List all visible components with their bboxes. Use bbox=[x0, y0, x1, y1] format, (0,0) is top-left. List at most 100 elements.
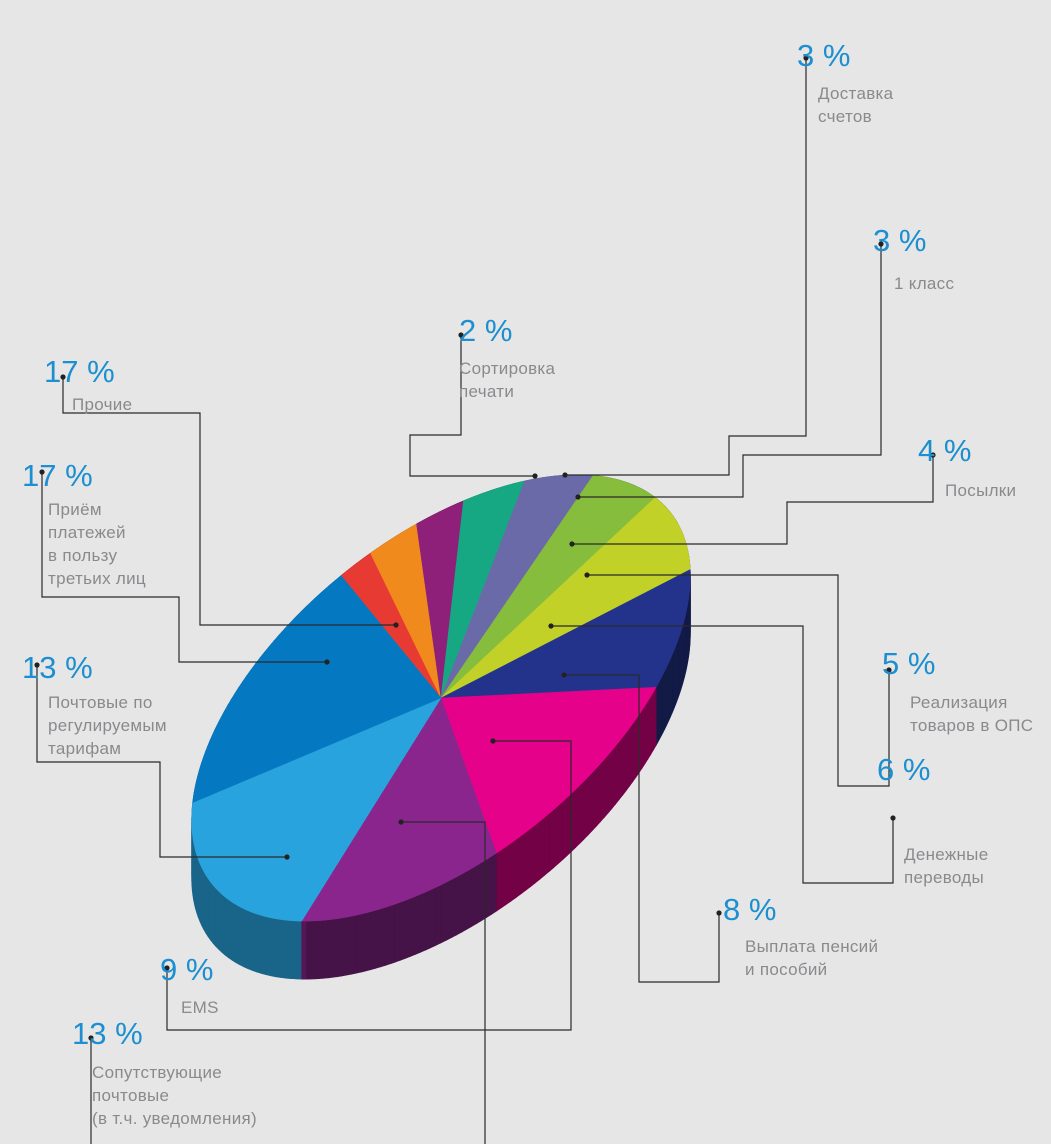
pie-side-segment bbox=[596, 762, 601, 827]
pie-slice-11 bbox=[191, 697, 442, 922]
pie-side-segment bbox=[275, 918, 281, 978]
pie-side-segment bbox=[346, 915, 352, 976]
pie-side-segment bbox=[285, 919, 292, 979]
category-label-11: в пользу bbox=[48, 546, 118, 565]
pie-side-segment bbox=[323, 919, 329, 979]
pie-side-segment bbox=[530, 824, 536, 888]
percent-label-11: 17 % bbox=[22, 458, 93, 493]
category-label-7: и пособий bbox=[745, 960, 827, 979]
category-label-2: Доставка bbox=[818, 84, 894, 103]
percent-label-1: 2 % bbox=[459, 313, 512, 348]
category-label-10: Почтовые по bbox=[48, 693, 153, 712]
pie-side-segment bbox=[592, 767, 597, 832]
pie-side-segment bbox=[341, 916, 347, 977]
pie-side-segment bbox=[539, 816, 545, 880]
pie-side-segment bbox=[210, 881, 214, 945]
leader-line-7 bbox=[564, 674, 720, 983]
pie-side-segment bbox=[553, 804, 559, 869]
pie-side-segment bbox=[399, 900, 406, 961]
pie-slice-6 bbox=[440, 475, 656, 699]
pie-side-segment bbox=[270, 917, 276, 978]
pie-side-segment bbox=[309, 920, 315, 980]
pie-side-segment bbox=[430, 886, 437, 949]
pie-side-segment bbox=[415, 893, 421, 955]
leader-dot bbox=[930, 452, 936, 458]
pie-side-segment bbox=[203, 870, 206, 935]
pie-slice-3 bbox=[416, 500, 464, 699]
leader-dot bbox=[886, 667, 892, 673]
pie-side-segment bbox=[327, 919, 333, 979]
pie-side-segment bbox=[205, 873, 209, 938]
pie-side-segment bbox=[622, 731, 627, 797]
pie-side-segment bbox=[394, 901, 401, 963]
pie-side-segment bbox=[647, 695, 652, 761]
pie-side-segment bbox=[618, 736, 623, 801]
pie-side-segment bbox=[615, 740, 620, 805]
pie-side-segment bbox=[290, 920, 297, 980]
pie-side-segment bbox=[486, 855, 492, 919]
percent-label-2: 3 % bbox=[797, 38, 850, 73]
leader-dot bbox=[878, 241, 884, 247]
pie-side-segment bbox=[260, 914, 266, 976]
pie-side-segment bbox=[224, 896, 229, 959]
pie-side-segment bbox=[212, 884, 217, 948]
pie-side-segment bbox=[221, 893, 226, 956]
pie-side-segment bbox=[314, 920, 320, 980]
pie-side-segment bbox=[440, 881, 447, 944]
pie-side-segment bbox=[515, 835, 522, 899]
percent-label-6: 6 % bbox=[877, 752, 930, 787]
pie-side-segment bbox=[641, 704, 646, 770]
category-label-7: Выплата пенсий bbox=[745, 937, 878, 956]
category-label-11: Приём bbox=[48, 500, 102, 519]
leader-dot bbox=[458, 332, 464, 338]
category-label-10: регулируемым bbox=[48, 716, 167, 735]
category-label-6: переводы bbox=[904, 868, 984, 887]
pie-side-segment bbox=[583, 775, 589, 840]
pie-side-segment bbox=[534, 820, 541, 884]
percent-label-10: 13 % bbox=[22, 650, 93, 685]
pie-side-segment bbox=[360, 912, 366, 973]
pie-slice-1 bbox=[340, 552, 442, 699]
pie-side-segment bbox=[611, 745, 616, 810]
leader-dot bbox=[398, 819, 404, 825]
pie-side-segment bbox=[491, 852, 497, 915]
pie-side-segment bbox=[575, 784, 581, 849]
pie-side-segment bbox=[604, 754, 609, 819]
leader-dot bbox=[60, 374, 66, 380]
pie-side-segment bbox=[247, 910, 253, 971]
pie-side-segment bbox=[650, 690, 654, 756]
percent-label-4: 4 % bbox=[918, 433, 971, 468]
category-label-10: тарифам bbox=[48, 739, 121, 758]
pie-side-segment bbox=[215, 887, 220, 951]
percent-label-12: 17 % bbox=[44, 354, 115, 389]
leader-line-1 bbox=[409, 335, 535, 477]
leader-dot bbox=[490, 738, 496, 744]
pie-side-segment bbox=[455, 873, 462, 936]
percent-label-3: 3 % bbox=[873, 223, 926, 258]
pie-side-segment bbox=[295, 920, 302, 980]
pie-slice-7 bbox=[440, 497, 691, 699]
leader-line-11 bbox=[41, 472, 327, 663]
pie-side-segment bbox=[460, 871, 467, 933]
pie-side-segment bbox=[218, 890, 223, 954]
category-label-1: Сортировка bbox=[459, 359, 556, 378]
leader-line-12 bbox=[62, 377, 396, 626]
pie-side-segment bbox=[389, 903, 396, 965]
leader-line-4 bbox=[572, 455, 934, 545]
leader-lines bbox=[34, 55, 936, 1144]
pie-side-segment bbox=[256, 913, 262, 974]
pie-side-segment bbox=[336, 917, 343, 978]
leader-dot bbox=[88, 1035, 94, 1041]
pie-side-segment bbox=[653, 686, 657, 751]
pie-side-segment bbox=[588, 771, 593, 836]
pie-side-segment bbox=[380, 907, 386, 968]
leader-dot bbox=[561, 672, 567, 678]
leader-dot bbox=[575, 494, 581, 500]
pie-side-segment bbox=[365, 911, 371, 972]
category-label-9: Сопутствующие bbox=[92, 1063, 222, 1082]
pie-side-segment bbox=[465, 868, 472, 931]
leader-dot bbox=[548, 623, 554, 629]
pie-side-segment bbox=[520, 831, 526, 895]
pie-slice-2 bbox=[370, 523, 442, 699]
